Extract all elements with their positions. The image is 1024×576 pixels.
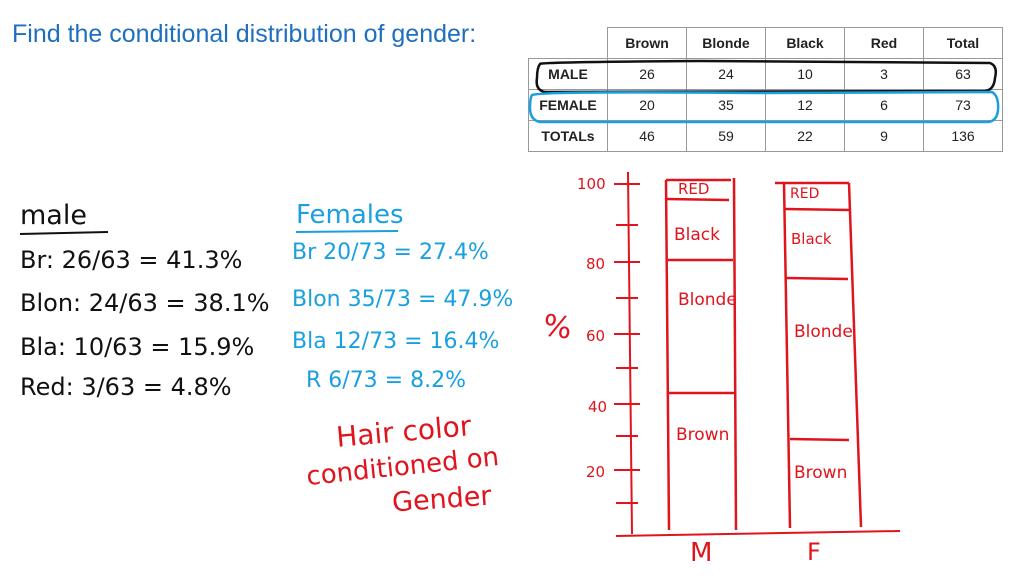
bar-label-male: M [690,538,713,568]
female-line-black: Bla 12/73 = 16.4% [292,329,500,354]
female-line-red: R 6/73 = 8.2% [306,368,466,393]
male-seg-red: RED [678,180,710,198]
contingency-table: Brown Blonde Black Red Total MALE 26 24 … [528,27,1003,152]
females-heading: Females [296,200,404,230]
male-line-brown: Br: 26/63 = 41.3% [20,246,243,274]
table-row-male: MALE 26 24 10 3 63 [528,58,1003,90]
female-seg-brown: Brown [794,463,848,483]
col-header-black: Black [765,27,845,59]
y-tick-40: 40 [588,398,608,416]
female-seg-blonde: Blonde [794,322,853,342]
table-row-female: FEMALE 20 35 12 6 73 [528,89,1003,121]
male-heading-underline [19,231,109,235]
table-cell: 26 [607,58,687,90]
page-title: Find the conditional distribution of gen… [12,20,477,48]
table-cell: 20 [607,89,687,121]
female-seg-black: Black [791,230,832,248]
table-cell: 9 [844,120,924,152]
table-cell: 73 [923,89,1003,121]
male-row-highlight [535,59,998,94]
male-line-red: Red: 3/63 = 4.8% [20,373,232,401]
y-tick-20: 20 [586,463,606,481]
female-seg-red: RED [790,186,820,202]
table-cell: 22 [765,120,845,152]
bar-label-female: F [807,538,821,566]
bar-female [775,181,863,529]
bar-edge [782,182,792,529]
segment-divider [785,276,849,281]
table-header-row: Brown Blonde Black Red Total [528,27,1003,59]
col-header-brown: Brown [607,27,687,59]
sketch-y-axis [627,171,633,535]
segment-divider [665,197,730,202]
table-cell: 10 [765,58,845,90]
sketch-x-axis [615,530,901,537]
table-cell: 12 [765,89,845,121]
segment-divider [789,437,850,442]
female-line-blonde: Blon 35/73 = 47.9% [292,287,514,312]
y-tick-60: 60 [586,327,606,345]
segment-divider [784,207,851,212]
bar-edge [664,179,671,531]
col-header-red: Red [844,27,924,59]
y-tick-100: 100 [577,175,606,193]
table-row-totals: TOTALs 46 59 22 9 136 [528,120,1003,152]
percent-axis-label: % [540,308,574,347]
y-tick-80: 80 [586,255,606,273]
male-line-black: Bla: 10/63 = 15.9% [20,333,255,361]
females-heading-underline [295,230,399,233]
bar-edge [847,182,863,528]
col-header-total: Total [923,27,1003,59]
sketch-y-ticks [614,183,640,504]
female-row-highlight [528,90,1000,124]
table-corner [528,27,608,59]
male-line-blonde: Blon: 24/63 = 38.1% [20,289,270,317]
female-line-brown: Br 20/73 = 27.4% [292,240,489,265]
male-seg-brown: Brown [676,425,730,445]
bar-male [664,177,738,531]
male-seg-black: Black [674,225,720,245]
male-seg-blonde: Blonde [678,290,737,310]
table-cell: 59 [686,120,766,152]
bar-edge [732,177,738,531]
male-heading: male [20,200,87,231]
